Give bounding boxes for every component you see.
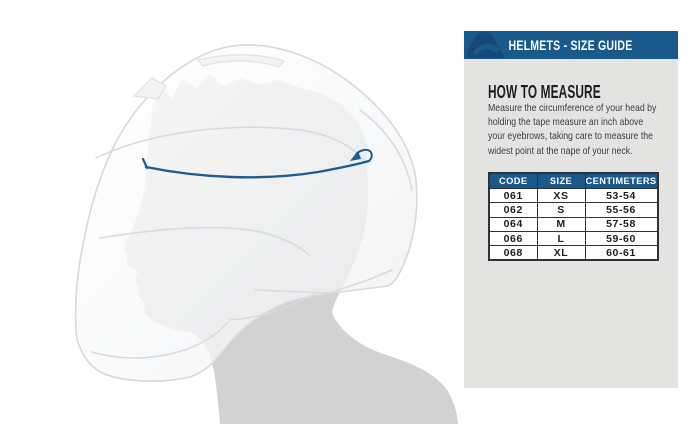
helmet-detail-lines [91,109,413,359]
table-row: 064 M 57-58 [488,216,659,232]
cell-code: 068 [488,245,538,261]
cell-cm: 53-54 [584,187,659,204]
measure-arrow-icon [350,151,361,161]
cell-size: XS [536,187,586,204]
helmet-measure-illustration [74,44,458,424]
col-header-size: SIZE [536,172,586,189]
cell-cm: 59-60 [584,230,659,247]
cell-size: S [536,202,586,218]
cell-cm: 60-61 [584,245,659,261]
table-row: 068 XL 60-61 [488,245,659,261]
how-to-measure-title: HOW TO MEASURE [488,81,601,102]
cell-size: L [536,230,586,247]
helmet-vents [132,54,286,100]
cell-cm: 55-56 [584,202,659,218]
size-guide-panel: HELMETS - SIZE GUIDE HOW TO MEASURE Meas… [464,31,678,388]
size-table-header-row: CODE SIZE CENTIMETERS [488,172,659,189]
cell-code: 061 [488,187,538,204]
table-row: 062 S 55-56 [488,202,659,218]
cell-code: 064 [488,216,538,232]
how-to-measure-text: Measure the circumference of your head b… [488,103,657,157]
acerbis-logo-icon [467,32,505,58]
panel-header: HELMETS - SIZE GUIDE [464,31,678,59]
col-header-code: CODE [488,172,538,189]
panel-title: HELMETS - SIZE GUIDE [508,37,634,53]
cell-cm: 57-58 [584,216,659,232]
table-row: 066 L 59-60 [488,230,659,247]
cell-size: M [536,216,586,232]
helmet-shell [74,44,418,382]
col-header-centimeters: CENTIMETERS [584,172,659,189]
cell-code: 062 [488,202,538,218]
cell-code: 066 [488,230,538,247]
cell-size: XL [536,245,586,261]
table-row: 061 XS 53-54 [488,187,659,204]
size-table: CODE SIZE CENTIMETERS 061 XS 53-54 062 S… [488,172,659,262]
